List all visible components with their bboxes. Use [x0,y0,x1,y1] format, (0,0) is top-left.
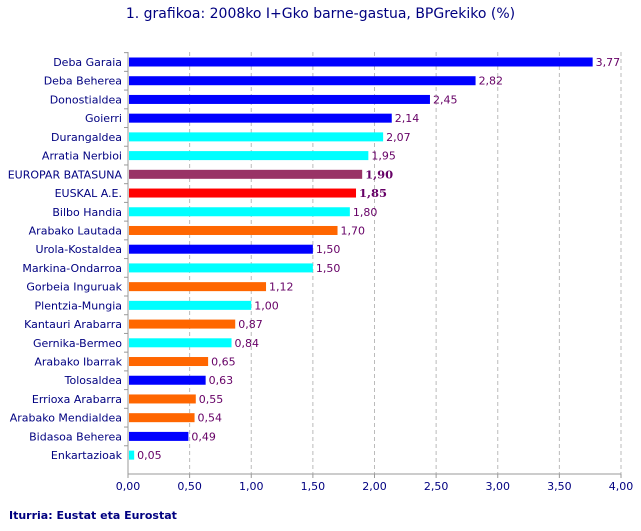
data-label: 1,85 [359,186,387,200]
data-label: 2,82 [479,75,504,88]
data-label: 2,14 [395,112,420,125]
data-label: 1,70 [341,224,366,237]
data-label: 1,50 [316,243,341,256]
category-label: Donostialdea [50,93,122,106]
x-tick-label: 1,50 [301,480,326,493]
data-label: 0,87 [238,318,262,331]
bar [129,282,267,292]
category-label: Kantauri Arabarra [24,318,122,331]
category-label: Gorbeia Inguruak [26,281,122,294]
category-label: Arratia Nerbioi [42,150,122,163]
data-label: 1,50 [316,262,341,275]
x-tick-label: 2,50 [424,480,449,493]
bar [129,57,593,67]
bar [129,413,195,423]
category-label: Plentzia-Mungia [35,299,123,312]
bar [129,338,232,348]
bar [129,375,206,385]
category-label: Bidasoa Beherea [29,430,122,443]
data-label: 1,80 [353,206,378,219]
category-label: Arabako Mendialdea [10,412,122,425]
bar [129,151,369,161]
x-tick-label: 0,50 [177,480,202,493]
data-label: 2,45 [433,93,458,106]
category-label: Goierri [85,112,122,125]
data-label: 0,65 [211,356,236,369]
data-label: 0,55 [199,393,224,406]
bar [129,225,338,235]
category-label: Gernika-Bermeo [33,337,122,350]
category-label: Tolosaldea [64,374,122,387]
data-label: 1,00 [254,299,279,312]
bar [129,76,476,86]
x-tick-label: 3,50 [547,480,572,493]
bar [129,113,392,123]
chart-title: 1. grafikoa: 2008ko I+Gko barne-gastua, … [125,6,516,22]
data-label: 1,12 [269,281,294,294]
category-label: EUSKAL A.E. [55,187,122,200]
category-label: Deba Beherea [44,75,122,88]
bar [129,300,252,310]
category-label: Urola-Kostaldea [35,243,122,256]
bar [129,132,384,142]
data-label: 0,54 [198,412,223,425]
data-label: 0,05 [137,449,162,462]
category-label: EUROPAR BATASUNA [8,168,123,181]
category-label: Bilbo Handia [52,206,122,219]
data-label: 0,63 [209,374,234,387]
category-label: Deba Garaia [53,56,122,69]
data-label: 3,77 [596,56,621,69]
source-note: Iturria: Eustat eta Eurostat [9,509,177,522]
bar [129,188,357,198]
data-label: 2,07 [386,131,411,144]
bar [129,169,363,179]
category-label: Errioxa Arabarra [32,393,122,406]
data-label: 0,84 [235,337,260,350]
bar [129,263,313,273]
category-label: Arabako Ibarrak [34,356,122,369]
data-label: 1,95 [371,150,396,163]
category-label: Enkartazioak [51,449,123,462]
data-label: 1,90 [365,167,393,181]
bar [129,319,236,329]
category-label: Markina-Ondarroa [22,262,122,275]
x-tick-label: 4,00 [609,480,634,493]
bar [129,431,189,441]
x-tick-label: 2,00 [362,480,387,493]
bar [129,394,196,404]
category-label: Arabako Lautada [29,224,122,237]
bar [129,450,135,460]
category-label: Durangaldea [51,131,122,144]
x-tick-label: 0,00 [116,480,141,493]
bar [129,357,209,367]
bar [129,207,350,217]
x-tick-label: 3,00 [486,480,511,493]
bar [129,94,430,104]
x-tick-label: 1,00 [239,480,264,493]
bar [129,244,313,254]
data-label: 0,49 [191,430,216,443]
